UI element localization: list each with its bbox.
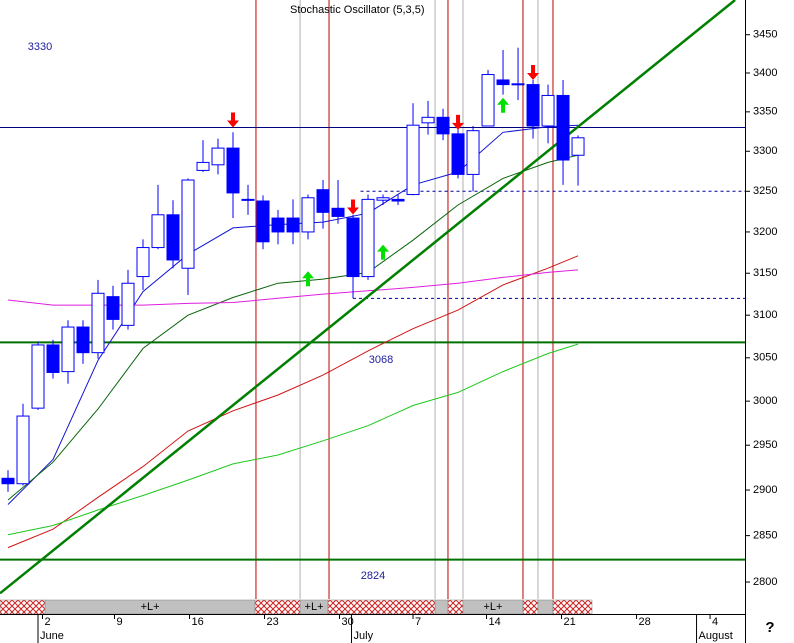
buy-arrow	[497, 97, 510, 113]
y-tick-label: 3000	[753, 395, 777, 407]
candle-body	[256, 200, 270, 243]
candle-body	[121, 282, 135, 326]
x-tick-label: 9	[117, 616, 123, 628]
buy-arrow	[377, 244, 390, 260]
plot-area	[0, 0, 745, 599]
candle-body	[241, 198, 255, 201]
candle-body	[406, 124, 420, 196]
month-label: July	[354, 630, 374, 642]
sell-arrow	[527, 65, 540, 81]
y-tick-label: 2950	[753, 439, 777, 451]
candle-body	[61, 326, 75, 373]
trendline	[0, 0, 736, 595]
band-segment	[522, 599, 539, 615]
y-tick-label: 3200	[753, 226, 777, 238]
candle-body	[226, 147, 240, 194]
y-tick-label: 3100	[753, 309, 777, 321]
candle-body	[466, 130, 480, 175]
candle-body	[166, 214, 180, 261]
candle-body	[436, 116, 450, 135]
candle-body	[571, 137, 585, 156]
candle-body	[211, 147, 225, 166]
candle-body	[106, 296, 120, 320]
band-segment	[434, 599, 449, 615]
month-label: June	[40, 630, 64, 642]
candle-body	[301, 197, 315, 233]
chart-title: Stochastic Oscillator (5,3,5)	[290, 4, 425, 16]
x-tick-label: 14	[489, 616, 501, 628]
candle-body	[1, 477, 15, 485]
candle-body	[196, 161, 210, 171]
candle-body	[541, 94, 555, 127]
x-tick-label: 4	[712, 616, 718, 628]
candle-body	[376, 197, 390, 201]
x-tick-label: 30	[342, 616, 354, 628]
x-tick-label: 16	[192, 616, 204, 628]
candle-body	[361, 198, 375, 278]
moving-average	[7, 124, 579, 505]
band-segment	[537, 599, 554, 615]
axes: 2800 2850 2900 2950 3000 3050 3100 3150 3200 3250…	[0, 29, 777, 643]
y-tick-label: 3400	[753, 67, 777, 79]
level-label: 2824	[361, 570, 385, 582]
y-tick-label: 3450	[753, 29, 777, 41]
candle-body	[526, 84, 540, 127]
candle-body	[451, 133, 465, 175]
y-tick-label: 3250	[753, 185, 777, 197]
moving-average	[7, 269, 579, 306]
sell-arrow	[227, 112, 240, 128]
band-segment	[327, 599, 436, 615]
y-tick-label: 2850	[753, 530, 777, 542]
band-segment	[552, 599, 593, 615]
candle-body	[391, 198, 405, 202]
candle-body	[496, 79, 510, 86]
band-segment	[0, 599, 46, 615]
candle-body	[481, 74, 495, 127]
candle-body	[511, 83, 525, 86]
candle-body	[76, 326, 90, 354]
sell-arrow	[452, 114, 465, 130]
x-tick-label: 2	[44, 616, 50, 628]
x-tick-label: 28	[639, 616, 651, 628]
x-tick-label: 23	[267, 616, 279, 628]
y-tick-label: 3150	[753, 267, 777, 279]
candle-body	[556, 94, 570, 161]
level-label: 3330	[28, 41, 52, 53]
candle-body	[151, 214, 165, 249]
band-label: +L+	[305, 601, 324, 613]
band-label: +L+	[141, 601, 160, 613]
band-label: +L+	[483, 601, 502, 613]
moving-average	[7, 343, 579, 536]
band-segment	[254, 599, 301, 615]
candle-body	[271, 217, 285, 233]
candle-body	[421, 116, 435, 124]
help-icon[interactable]: ?	[765, 619, 774, 636]
candle-body	[181, 179, 195, 269]
buy-arrow	[302, 271, 315, 287]
y-tick-label: 3300	[753, 145, 777, 157]
y-tick-label: 3050	[753, 352, 777, 364]
moving-average	[7, 255, 579, 549]
candle-body	[136, 247, 150, 278]
candle-body	[286, 217, 300, 233]
candle-body	[16, 415, 30, 485]
moving-average	[7, 154, 579, 501]
y-tick-label: 2800	[753, 576, 777, 588]
candle-body	[346, 217, 360, 278]
x-tick-label: 7	[415, 616, 421, 628]
month-label: August	[699, 630, 733, 642]
candle-body	[31, 344, 45, 409]
sell-arrow	[347, 199, 360, 215]
y-tick-label: 3350	[753, 106, 777, 118]
band-segment	[447, 599, 464, 615]
candle-body	[46, 344, 60, 373]
level-label: 3068	[369, 354, 393, 366]
x-tick-label: 21	[564, 616, 576, 628]
candle-body	[331, 207, 345, 217]
y-tick-label: 2900	[753, 484, 777, 496]
candle-body	[91, 292, 105, 354]
candle-body	[316, 189, 330, 213]
